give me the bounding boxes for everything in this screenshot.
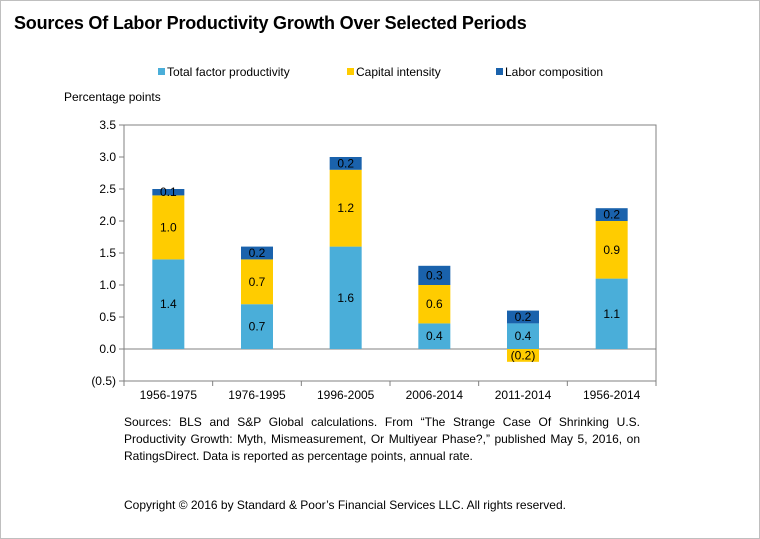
bar-segment: [241, 246, 273, 260]
y-tick-label: 2.5: [99, 182, 116, 196]
legend: Total factor productivity Capital intensi…: [158, 65, 603, 79]
bar-segment: [418, 323, 451, 349]
y-axis: 3.5 3.0 2.5 2.0 1.5 1.0 0.5 0.0 (0.5): [91, 118, 656, 388]
bar-segment: [595, 221, 628, 279]
bar-segment: [595, 208, 628, 221]
y-tick-label: 3.5: [99, 118, 116, 132]
bar-segment: [329, 246, 362, 349]
legend-swatch: [347, 68, 354, 75]
data-label: 0.1: [160, 185, 177, 199]
legend-label: Labor composition: [505, 65, 603, 79]
legend-swatch: [496, 68, 503, 75]
bar-segment: [507, 323, 539, 349]
x-tick-label: 1956-2014: [583, 388, 641, 400]
x-tick-label: 1976-1995: [228, 388, 286, 400]
y-tick-label: (0.5): [91, 374, 116, 388]
plot-area: [123, 124, 657, 382]
y-tick-label: 1.5: [99, 246, 116, 260]
bar-segment: [329, 169, 362, 247]
y-tick-label: 3.0: [99, 150, 116, 164]
bar-segment: [595, 278, 628, 349]
data-label: 1.2: [337, 201, 354, 215]
bar-segment: [507, 349, 539, 362]
data-label: 1.4: [160, 297, 177, 311]
copyright-note: Copyright © 2016 by Standard & Poor’s Fi…: [124, 498, 566, 512]
bar-segment: [418, 285, 451, 324]
data-label: 1.0: [160, 220, 177, 234]
data-label: 0.2: [337, 156, 354, 170]
bar-segment: [152, 195, 185, 260]
x-tick-label: 2006-2014: [406, 388, 464, 400]
legend-label: Capital intensity: [356, 65, 441, 79]
legend-label: Total factor productivity: [167, 65, 290, 79]
chart-svg: Total factor productivity Capital intensi…: [64, 65, 657, 400]
legend-swatch: [158, 68, 165, 75]
data-label: 0.4: [515, 329, 532, 343]
data-label: 0.2: [249, 246, 266, 260]
bar-segment: [418, 265, 451, 285]
bar-segment: [329, 157, 362, 170]
data-label: 0.6: [426, 297, 443, 311]
data-label: 1.1: [603, 307, 620, 321]
data-label: 1.6: [337, 291, 354, 305]
bars: 1.4 1.0 0.1 0.7 0.7 0.2 1.6 1.2 0.2 0.4 0.6 0.3 0.4 (…: [152, 156, 628, 362]
data-label: 0.7: [249, 275, 266, 289]
data-label: (0.2): [511, 348, 536, 362]
x-tick-label: 2011-2014: [495, 388, 552, 400]
x-tick-label: 1956-1975: [140, 388, 198, 400]
y-tick-label: 0.0: [99, 342, 116, 356]
bar-segment: [507, 310, 539, 324]
data-label: 0.4: [426, 329, 443, 343]
data-label: 0.3: [426, 268, 443, 282]
x-axis: 1956-1975 1976-1995 1996-2005 2006-2014 2011…: [123, 381, 657, 400]
data-label: 0.2: [603, 208, 620, 222]
data-label: 0.9: [603, 243, 620, 257]
data-label: 0.7: [249, 320, 266, 334]
data-label: 0.2: [515, 310, 532, 324]
source-note: Sources: BLS and S&P Global calculations…: [124, 415, 640, 463]
y-tick-label: 1.0: [99, 278, 116, 292]
bar-segment: [241, 304, 273, 349]
bar-segment: [152, 189, 185, 196]
bar-segment: [152, 259, 185, 349]
y-tick-label: 2.0: [99, 214, 116, 228]
x-tick-label: 1996-2005: [317, 388, 375, 400]
bar-segment: [241, 259, 273, 305]
chart-title: Sources Of Labor Productivity Growth Ove…: [14, 13, 527, 33]
y-axis-label: Percentage points: [64, 90, 161, 104]
y-tick-label: 0.5: [99, 310, 116, 324]
